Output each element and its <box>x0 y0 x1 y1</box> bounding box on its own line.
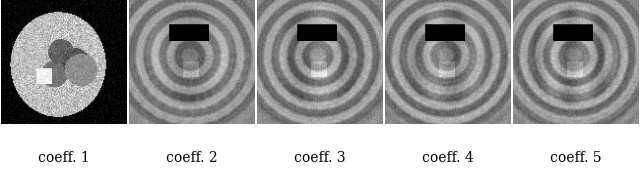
Text: coeff. 5: coeff. 5 <box>550 151 602 165</box>
Text: coeff. 4: coeff. 4 <box>422 151 474 165</box>
Text: coeff. 2: coeff. 2 <box>166 151 218 165</box>
Text: coeff. 1: coeff. 1 <box>38 151 90 165</box>
Text: coeff. 3: coeff. 3 <box>294 151 346 165</box>
